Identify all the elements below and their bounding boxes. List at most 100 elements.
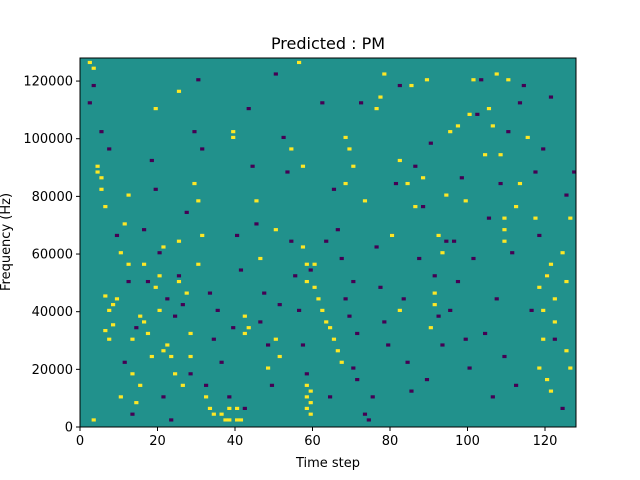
heatmap-cell-low xyxy=(413,164,418,168)
heatmap-cell-high xyxy=(328,326,333,330)
heatmap-cell-high xyxy=(552,320,557,324)
x-tick-label: 40 xyxy=(227,434,244,449)
heatmap-cell-high xyxy=(157,308,162,312)
heatmap-cell-low xyxy=(432,274,437,278)
heatmap-cell-low xyxy=(130,412,135,416)
heatmap-cell-low xyxy=(444,239,449,243)
heatmap-cell-low xyxy=(320,101,325,105)
heatmap-cell-high xyxy=(304,383,309,387)
x-axis: 0 20 40 60 80 100 120 xyxy=(76,427,557,449)
heatmap-cell-low xyxy=(374,245,379,249)
heatmap-cell-high xyxy=(207,406,213,410)
heatmap-cell-high xyxy=(196,199,201,203)
heatmap-cell-low xyxy=(421,205,426,209)
heatmap-cell-low xyxy=(176,274,182,278)
heatmap-cell-low xyxy=(455,279,461,284)
heatmap-cell-high xyxy=(335,349,340,353)
heatmap-cell-high xyxy=(153,107,158,111)
heatmap-cell-low xyxy=(572,170,576,174)
y-tick-label: 40000 xyxy=(32,305,73,320)
heatmap-cell-low xyxy=(266,343,271,347)
heatmap-cell-high xyxy=(300,245,306,249)
heatmap-cell-high xyxy=(304,279,309,284)
heatmap-cell-low xyxy=(134,326,139,330)
heatmap-cell-high xyxy=(312,262,317,266)
heatmap-cell-high xyxy=(111,303,116,307)
heatmap-cell-low xyxy=(537,233,542,238)
heatmap-cell-low xyxy=(378,285,383,289)
x-tick-label: 20 xyxy=(149,434,166,449)
heatmap-cell-high xyxy=(258,256,263,261)
heatmap-cell-high xyxy=(297,60,302,65)
heatmap-cell-high xyxy=(506,78,511,82)
heatmap-cell-high xyxy=(440,251,445,255)
heatmap-cell-high xyxy=(107,337,112,341)
heatmap-cell-high xyxy=(153,285,158,289)
x-tick-label: 0 xyxy=(76,434,84,449)
heatmap-cell-low xyxy=(153,187,158,191)
heatmap-cell-low xyxy=(258,320,263,324)
heatmap-cell-low xyxy=(393,181,399,186)
heatmap-cell-high xyxy=(235,418,240,422)
heatmap-cell-high xyxy=(548,262,554,266)
heatmap-cell-high xyxy=(231,130,236,134)
heatmap-cell-high xyxy=(219,412,224,416)
heatmap-cell-high xyxy=(180,383,185,387)
heatmap-cell-low xyxy=(269,383,275,387)
heatmap-cell-low xyxy=(204,383,209,387)
heatmap-cell-low xyxy=(215,308,220,312)
heatmap-cell-high xyxy=(541,337,546,341)
heatmap-cell-high xyxy=(483,153,488,157)
heatmap-cell-high xyxy=(161,349,166,353)
heatmap-cell-high xyxy=(122,222,127,226)
heatmap-cell-high xyxy=(107,308,112,312)
heatmap-cell-low xyxy=(533,170,538,174)
heatmap-cell-high xyxy=(424,78,430,82)
heatmap-cell-high xyxy=(471,78,476,82)
heatmap-cell-high xyxy=(111,323,116,327)
heatmap-cell-high xyxy=(343,181,348,186)
heatmap-cell-low xyxy=(510,251,515,255)
heatmap-cell-low xyxy=(126,279,131,284)
heatmap-cell-high xyxy=(246,326,251,330)
heatmap-cell-low xyxy=(250,164,255,168)
heatmap-cell-low xyxy=(254,222,259,226)
heatmap-cell-high xyxy=(545,377,550,382)
heatmap-cell-high xyxy=(99,176,104,180)
heatmap-cell-high xyxy=(126,262,131,266)
heatmap-cell-high xyxy=(138,383,143,387)
heatmap-cell-high xyxy=(196,262,201,266)
heatmap-cell-high xyxy=(242,331,247,336)
heatmap-cell-high xyxy=(308,412,313,416)
heatmap-cell-low xyxy=(238,268,244,272)
heatmap-cell-high xyxy=(537,285,542,289)
heatmap-cell-high xyxy=(231,135,236,140)
heatmap-cell-high xyxy=(138,314,143,318)
heatmap-cell-high xyxy=(142,320,147,324)
heatmap-cell-high xyxy=(525,135,530,140)
heatmap-cell-low xyxy=(467,366,472,370)
y-tick-label: 0 xyxy=(65,421,73,436)
heatmap-cell-low xyxy=(448,308,453,312)
heatmap-cell-low xyxy=(145,279,151,284)
heatmap-cell-high xyxy=(413,205,418,209)
heatmap-cell-high xyxy=(95,164,100,168)
heatmap-cell-high xyxy=(176,89,182,93)
heatmap-cell-high xyxy=(169,354,174,359)
heatmap-cell-low xyxy=(289,239,294,243)
heatmap-cell-high xyxy=(320,308,325,312)
heatmap-cell-high xyxy=(324,320,329,324)
heatmap-cell-low xyxy=(382,320,387,324)
x-tick-label: 80 xyxy=(382,434,399,449)
heatmap-cell-high xyxy=(378,95,383,99)
heatmap-cell-low xyxy=(99,130,104,134)
heatmap-cell-high xyxy=(331,337,337,341)
heatmap-cell-high xyxy=(374,107,379,111)
heatmap-cell-low xyxy=(293,274,298,278)
heatmap-cell-low xyxy=(339,256,344,261)
heatmap-cell-low xyxy=(328,395,333,399)
heatmap-cell-high xyxy=(502,216,507,220)
heatmap-cell-low xyxy=(219,360,224,364)
y-axis: 0 20000 40000 60000 80000 100000 120000 xyxy=(23,75,80,436)
heatmap-cell-low xyxy=(161,395,166,399)
